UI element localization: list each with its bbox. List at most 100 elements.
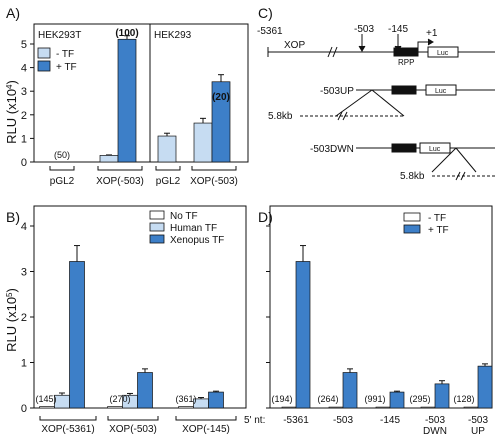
rpp-box — [393, 47, 419, 57]
chart-b-cat-label-0: XOP(-5361) — [41, 424, 94, 435]
luc-box-dwn — [419, 142, 451, 154]
chart-d-legend-swatch-plus — [403, 224, 421, 234]
label-503: -503 — [354, 24, 374, 35]
chart-b: RLU (x105) 0 1 2 3 4 No TF Human TF Xenopus … — [4, 205, 247, 435]
chart-a1-cat-label-0: pGL2 — [50, 176, 75, 187]
chart-d-value-label-3: (295) — [409, 394, 430, 404]
chart-b-bar-2-0 — [178, 406, 194, 409]
chart-b-bar-0-1 — [54, 394, 70, 409]
panel-label-a: A) — [6, 5, 20, 21]
chart-b-bar-2-2 — [208, 391, 224, 409]
break-mark — [327, 46, 333, 58]
chart-d-subcat-label-3: DWN — [423, 426, 447, 436]
chart-a2-cat-bracket-1 — [191, 166, 237, 171]
chart-b-legend-label-0: No TF — [170, 211, 198, 222]
label-luc-up: Luc — [435, 88, 447, 95]
chart-b-cat-label-2: XOP(-145) — [182, 424, 230, 435]
panel-label-c: C) — [258, 5, 273, 21]
chart-a1-legend-swatch-minus — [37, 47, 51, 59]
chart-a2: HEK293 (20) pGL2 XOP(-503) — [149, 23, 249, 187]
chart-d-value-label-1: (264) — [317, 394, 338, 404]
chart-a1-cat-bracket-0 — [49, 166, 75, 171]
chart-a1-bar-1-1 — [117, 38, 137, 163]
chart-a1: RLU (x104) HEK293T 0 1 2 3 4 5 - TF + TF (50)… — [4, 23, 151, 187]
label-plus1: +1 — [426, 28, 438, 39]
chart-a2-cat-bracket-0 — [155, 166, 181, 171]
chart-d-value-label-0: (194) — [271, 394, 292, 404]
chart-d-value-label-4: (128) — [453, 394, 474, 404]
chart-d-bar-2-1 — [389, 391, 405, 409]
panel-label-b: B) — [6, 209, 20, 225]
chart-d-legend-label-minus: - TF — [428, 213, 446, 224]
luc-box-up — [425, 84, 457, 96]
luc-box-main — [427, 46, 459, 58]
chart-a1-ytick-label-0: 0 — [21, 157, 27, 169]
up-insert-lines — [335, 89, 405, 117]
chart-d-cat-label-4: -503 — [468, 415, 488, 426]
chart-d-bar-2-0 — [375, 406, 391, 409]
chart-d-cat-label-0: -5361 — [283, 415, 309, 426]
chart-b-legend-swatch-0 — [149, 210, 165, 220]
label-insert-up: 5.8kb — [268, 111, 293, 122]
chart-b-legend-swatch-1 — [149, 222, 165, 232]
chart-a1-title: HEK293T — [38, 30, 81, 41]
chart-a1-legend-swatch-plus — [37, 60, 51, 72]
chart-a1-ytick-label-4: 4 — [21, 63, 27, 75]
chart-a2-bar-1-0 — [193, 122, 213, 163]
chart-d-cat-label-2: -145 — [380, 415, 400, 426]
chart-d-bar-1-1 — [342, 372, 358, 409]
chart-d-bar-0-0 — [281, 406, 297, 409]
chart-a2-value-label-0: (20) — [212, 92, 230, 103]
chart-a1-ylabel: RLU (x104) — [4, 80, 19, 144]
chart-d-legend-label-plus: + TF — [428, 225, 449, 236]
chart-a1-ytick-label-2: 2 — [21, 110, 27, 122]
chart-b-ylabel: RLU (x105) — [4, 288, 19, 352]
chart-a1-ytick-label-3: 3 — [21, 86, 27, 98]
chart-b-legend-label-1: Human TF — [170, 223, 217, 234]
chart-b-cat-bracket-2 — [175, 416, 237, 421]
label-rpp: RPP — [398, 58, 414, 67]
chart-a2-cat-label-0: pGL2 — [156, 176, 181, 187]
chart-a1-legend-label-plus: + TF — [56, 62, 77, 73]
construct-diagram-labels: -5361 -503 -145 XOP RPP +1 Luc -503UP Lu… — [257, 24, 449, 182]
label-luc-dwn: Luc — [429, 146, 441, 153]
chart-d-bar-3-0 — [420, 406, 436, 409]
chart-a2-cat-label-1: XOP(-503) — [190, 176, 238, 187]
chart-b-bar-0-2 — [69, 261, 85, 409]
chart-a1-ytick-label-5: 5 — [21, 39, 27, 51]
label-145: -145 — [388, 24, 408, 35]
chart-d-bar-4-1 — [477, 365, 493, 409]
chart-b-legend-label-2: Xenopus TF — [170, 235, 224, 246]
chart-d: - TF + TF 5' nt: (194) (264) (991) (295) (12… — [244, 205, 493, 436]
tss-arrow — [417, 41, 432, 48]
chart-a1-bar-1-0 — [99, 155, 119, 163]
chart-b-cat-bracket-1 — [107, 416, 159, 421]
chart-d-bar-0-1 — [295, 261, 311, 409]
chart-b-cat-bracket-0 — [39, 416, 97, 421]
chart-b-ytick-label-1: 1 — [21, 358, 27, 370]
chart-b-bar-1-2 — [137, 372, 153, 409]
chart-b-cat-label-1: XOP(-503) — [109, 424, 157, 435]
chart-b-value-label-2: (361) — [175, 394, 196, 404]
label-insert-dwn: 5.8kb — [400, 171, 425, 182]
chart-a1-ytick-label-1: 1 — [21, 133, 27, 145]
chart-b-bar-1-0 — [107, 406, 123, 409]
chart-a2-title: HEK293 — [154, 30, 192, 41]
chart-a1-legend-label-minus: - TF — [56, 49, 74, 60]
chart-d-bar-1-0 — [328, 406, 344, 409]
chart-d-value-label-2: (991) — [364, 394, 385, 404]
chart-a2-bar-0-0 — [157, 135, 177, 163]
chart-a1-value-label-0: (50) — [54, 150, 70, 160]
chart-a1-cat-bracket-1 — [97, 166, 143, 171]
construct-diagram — [267, 34, 496, 181]
dwn-insert-lines — [431, 147, 477, 173]
panel-label-d: D) — [258, 209, 273, 225]
chart-a1-value-label-1: (100) — [115, 28, 138, 39]
label-5361: -5361 — [257, 26, 283, 37]
chart-b-ytick-label-3: 3 — [21, 267, 27, 279]
label-503up: -503UP — [320, 86, 354, 97]
chart-d-legend-swatch-minus — [403, 212, 421, 222]
chart-b-bar-0-0 — [39, 406, 55, 409]
chart-d-subcat-label-4: UP — [471, 426, 485, 436]
